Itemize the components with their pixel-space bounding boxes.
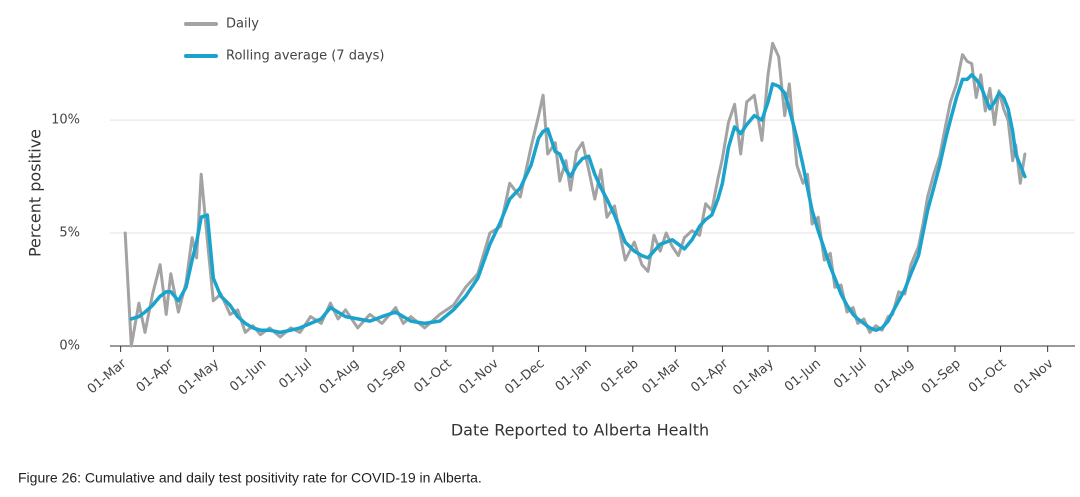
x-tick-label: 01-Apr [688, 356, 731, 396]
x-tick-label: 01-Nov [456, 356, 502, 398]
x-tick-label: 01-Sep [364, 356, 409, 397]
x-tick-label: 01-May [176, 356, 223, 399]
y-axis-title: Percent positive [26, 129, 45, 257]
y-tick-label: 5% [59, 226, 80, 241]
x-tick-label: 01-Jun [782, 356, 824, 395]
x-tick-label: 01-Apr [134, 356, 177, 396]
x-tick-label: 01-Oct [966, 356, 1009, 396]
x-tick-label: 01-Aug [317, 356, 362, 397]
legend-label: Daily [226, 17, 259, 32]
x-axis-title: Date Reported to Alberta Health [451, 421, 709, 440]
x-tick-label: 01-Mar [85, 356, 130, 397]
x-tick-label: 01-Jun [227, 356, 269, 395]
x-tick-label: 01-Jul [276, 356, 314, 392]
y-tick-label: 10% [51, 113, 80, 128]
x-tick-label: 01-Nov [1011, 356, 1057, 398]
legend-label: Rolling average (7 days) [226, 49, 384, 64]
series-line [129, 73, 1027, 335]
x-tick-label: 01-Jul [831, 356, 869, 392]
x-tick-label: 01-May [730, 356, 777, 399]
x-tick-label: 01-Oct [411, 356, 454, 396]
x-tick-label: 01-Dec [502, 356, 547, 397]
x-tick-label: 01-Feb [598, 356, 642, 396]
y-tick-label: 0% [59, 339, 80, 354]
x-tick-label: 01-Jan [553, 356, 595, 394]
series-line [123, 41, 1027, 348]
caption: Figure 26: Cumulative and daily test pos… [18, 470, 482, 486]
x-tick-label: 01-Mar [639, 356, 684, 397]
x-tick-label: 01-Sep [919, 356, 964, 397]
x-tick-label: 01-Aug [872, 356, 917, 397]
